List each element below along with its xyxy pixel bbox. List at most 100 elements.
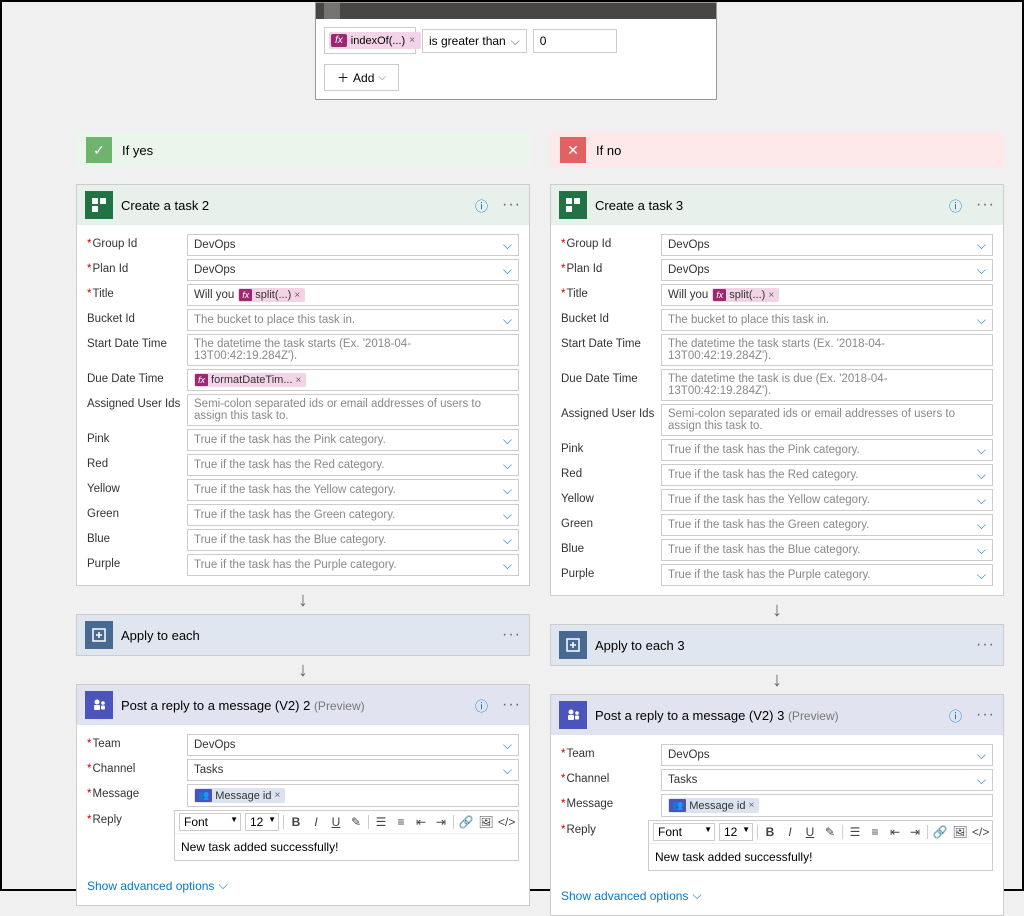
number-list-icon[interactable]: ≡ bbox=[867, 825, 883, 839]
green-select[interactable]: True if the task has the Green category. bbox=[187, 504, 519, 526]
assigned-input[interactable]: Semi-colon separated ids or email addres… bbox=[661, 404, 993, 436]
channel-select[interactable]: Tasks bbox=[187, 759, 519, 781]
create-task-2-header[interactable]: Create a task 2 ⓘ ··· bbox=[77, 185, 529, 225]
outdent-icon[interactable]: ⇤ bbox=[887, 825, 903, 839]
purple-select[interactable]: True if the task has the Purple category… bbox=[187, 554, 519, 576]
team-label: Team bbox=[566, 748, 594, 760]
create-task-3-header[interactable]: Create a task 3 ⓘ ··· bbox=[551, 185, 1003, 225]
reply-textarea[interactable]: New task added successfully! bbox=[175, 834, 518, 860]
more-icon[interactable]: ··· bbox=[502, 626, 521, 644]
font-size-select[interactable]: 12 bbox=[719, 823, 753, 841]
fx-pill-indexof[interactable]: fx indexOf(...) × bbox=[329, 32, 421, 49]
highlight-icon[interactable]: ✎ bbox=[822, 825, 838, 839]
underline-icon[interactable]: U bbox=[328, 815, 344, 829]
highlight-icon[interactable]: ✎ bbox=[348, 815, 364, 829]
indent-icon[interactable]: ⇥ bbox=[907, 825, 923, 839]
assigned-input[interactable]: Semi-colon separated ids or email addres… bbox=[187, 394, 519, 426]
pink-select[interactable]: True if the task has the Pink category. bbox=[661, 439, 993, 461]
reply-textarea[interactable]: New task added successfully! bbox=[649, 844, 992, 870]
underline-icon[interactable]: U bbox=[802, 825, 818, 839]
more-icon[interactable]: ··· bbox=[502, 696, 521, 714]
purple-select[interactable]: True if the task has the Purple category… bbox=[661, 564, 993, 586]
start-input[interactable]: The datetime the task starts (Ex. '2018-… bbox=[187, 334, 519, 366]
message-input[interactable]: 👥Message id× bbox=[661, 794, 993, 817]
font-size-select[interactable]: 12 bbox=[245, 813, 279, 831]
condition-value-input[interactable]: 0 bbox=[533, 29, 617, 53]
font-select[interactable]: Font bbox=[653, 823, 715, 841]
remove-pill-icon[interactable]: × bbox=[274, 790, 280, 801]
team-select[interactable]: DevOps bbox=[661, 744, 993, 766]
indent-icon[interactable]: ⇥ bbox=[433, 815, 449, 829]
bucket-select[interactable]: The bucket to place this task in. bbox=[187, 309, 519, 331]
add-condition-button[interactable]: ＋ Add ⌵ bbox=[324, 64, 399, 91]
italic-icon[interactable]: I bbox=[782, 825, 798, 839]
remove-pill-icon[interactable]: × bbox=[409, 35, 415, 46]
apply-to-each-3-header[interactable]: Apply to each 3 ··· bbox=[551, 625, 1003, 665]
yellow-select[interactable]: True if the task has the Yellow category… bbox=[661, 489, 993, 511]
fx-badge-icon: fx bbox=[239, 289, 252, 301]
title-input[interactable]: Will youfxsplit(...)× bbox=[187, 284, 519, 306]
message-input[interactable]: 👥Message id× bbox=[187, 784, 519, 807]
apply-to-each-header[interactable]: Apply to each ··· bbox=[77, 615, 529, 655]
pink-placeholder: True if the task has the Pink category. bbox=[668, 444, 860, 456]
outdent-icon[interactable]: ⇤ bbox=[413, 815, 429, 829]
team-select[interactable]: DevOps bbox=[187, 734, 519, 756]
bold-icon[interactable]: B bbox=[288, 815, 304, 829]
more-icon[interactable]: ··· bbox=[502, 196, 521, 214]
split-pill[interactable]: fxsplit(...)× bbox=[712, 288, 779, 302]
condition-left-operand[interactable]: fx indexOf(...) × bbox=[324, 27, 416, 54]
link-icon[interactable]: 🔗 bbox=[458, 815, 474, 829]
remove-pill-icon[interactable]: × bbox=[748, 800, 754, 811]
bold-icon[interactable]: B bbox=[762, 825, 778, 839]
link-icon[interactable]: 🔗 bbox=[932, 825, 948, 839]
condition-header[interactable] bbox=[316, 3, 716, 19]
group-id-select[interactable]: DevOps bbox=[187, 234, 519, 256]
number-list-icon[interactable]: ≡ bbox=[393, 815, 409, 829]
help-icon[interactable]: ⓘ bbox=[475, 196, 488, 215]
start-input[interactable]: The datetime the task starts (Ex. '2018-… bbox=[661, 334, 993, 366]
bullet-list-icon[interactable]: ☰ bbox=[847, 825, 863, 839]
post-reply-3-header[interactable]: Post a reply to a message (V2) 3 (Previe… bbox=[551, 695, 1003, 735]
group-id-select[interactable]: DevOps bbox=[661, 234, 993, 256]
font-select[interactable]: Font bbox=[179, 813, 241, 831]
remove-pill-icon[interactable]: × bbox=[296, 375, 302, 386]
assigned-placeholder: Semi-colon separated ids or email addres… bbox=[668, 408, 972, 432]
message-id-pill[interactable]: 👥Message id× bbox=[668, 798, 759, 813]
plan-id-select[interactable]: DevOps bbox=[661, 259, 993, 281]
image-icon[interactable]: 🖼 bbox=[952, 825, 968, 839]
show-advanced-link[interactable]: Show advanced options⌵ bbox=[551, 880, 1003, 915]
remove-pill-icon[interactable]: × bbox=[768, 290, 774, 301]
show-advanced-link[interactable]: Show advanced options⌵ bbox=[77, 870, 529, 905]
plan-id-select[interactable]: DevOps bbox=[187, 259, 519, 281]
code-icon[interactable]: </> bbox=[972, 825, 988, 839]
help-icon[interactable]: ⓘ bbox=[949, 196, 962, 215]
channel-select[interactable]: Tasks bbox=[661, 769, 993, 791]
image-icon[interactable]: 🖼 bbox=[478, 815, 494, 829]
yellow-select[interactable]: True if the task has the Yellow category… bbox=[187, 479, 519, 501]
formatdate-pill[interactable]: fxformatDateTim...× bbox=[194, 373, 306, 387]
more-icon[interactable]: ··· bbox=[976, 636, 995, 654]
remove-pill-icon[interactable]: × bbox=[294, 290, 300, 301]
due-input[interactable]: The datetime the task is due (Ex. '2018-… bbox=[661, 369, 993, 401]
more-icon[interactable]: ··· bbox=[976, 706, 995, 724]
code-icon[interactable]: </> bbox=[498, 815, 514, 829]
pink-select[interactable]: True if the task has the Pink category. bbox=[187, 429, 519, 451]
green-select[interactable]: True if the task has the Green category. bbox=[661, 514, 993, 536]
condition-operator-select[interactable]: is greater than bbox=[422, 29, 527, 53]
message-id-pill[interactable]: 👥Message id× bbox=[194, 788, 285, 803]
blue-select[interactable]: True if the task has the Blue category. bbox=[661, 539, 993, 561]
more-icon[interactable]: ··· bbox=[976, 196, 995, 214]
bucket-select[interactable]: The bucket to place this task in. bbox=[661, 309, 993, 331]
italic-icon[interactable]: I bbox=[308, 815, 324, 829]
help-icon[interactable]: ⓘ bbox=[475, 696, 488, 715]
blue-select[interactable]: True if the task has the Blue category. bbox=[187, 529, 519, 551]
post-reply-2-header[interactable]: Post a reply to a message (V2) 2 (Previe… bbox=[77, 685, 529, 725]
red-select[interactable]: True if the task has the Red category. bbox=[661, 464, 993, 486]
split-pill[interactable]: fxsplit(...)× bbox=[238, 288, 305, 302]
planner-icon bbox=[85, 191, 113, 219]
help-icon[interactable]: ⓘ bbox=[949, 706, 962, 725]
due-input[interactable]: fxformatDateTim...× bbox=[187, 369, 519, 391]
red-select[interactable]: True if the task has the Red category. bbox=[187, 454, 519, 476]
bullet-list-icon[interactable]: ☰ bbox=[373, 815, 389, 829]
title-input[interactable]: Will youfxsplit(...)× bbox=[661, 284, 993, 306]
